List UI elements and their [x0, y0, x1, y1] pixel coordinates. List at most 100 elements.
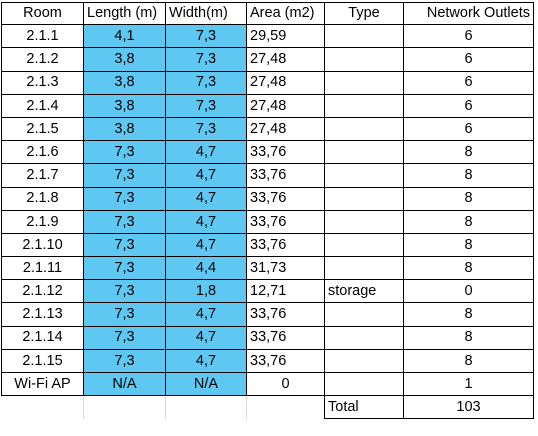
type-cell[interactable] — [325, 187, 404, 211]
area-cell[interactable]: 0 — [247, 373, 325, 397]
length-cell[interactable]: 7,3 — [84, 164, 166, 188]
area-cell[interactable]: 33,76 — [247, 349, 325, 373]
outlets-cell[interactable]: 6 — [404, 117, 534, 142]
type-cell[interactable] — [325, 257, 404, 281]
length-cell[interactable]: 7,3 — [84, 210, 166, 234]
outlets-cell[interactable]: 8 — [404, 187, 534, 211]
width-cell[interactable]: 7,3 — [166, 117, 247, 142]
empty-cell[interactable] — [1, 396, 84, 420]
outlets-cell[interactable]: 8 — [404, 210, 534, 234]
total-value-cell[interactable]: 103 — [404, 396, 534, 420]
area-cell[interactable]: 27,48 — [247, 117, 325, 142]
header-network-outlets[interactable]: Network Outlets — [404, 2, 534, 26]
width-cell[interactable]: 4,4 — [166, 257, 247, 281]
area-cell[interactable]: 33,76 — [247, 303, 325, 327]
area-cell[interactable]: 33,76 — [247, 210, 325, 234]
width-cell[interactable]: 4,7 — [166, 141, 247, 165]
room-cell[interactable]: 2.1.4 — [1, 94, 84, 118]
room-cell[interactable]: 2.1.11 — [1, 257, 84, 281]
empty-cell[interactable] — [247, 396, 325, 420]
outlets-cell[interactable]: 8 — [404, 326, 534, 350]
length-cell[interactable]: 7,3 — [84, 303, 166, 327]
width-cell[interactable]: N/A — [166, 373, 247, 397]
room-cell[interactable]: 2.1.10 — [1, 233, 84, 258]
outlets-cell[interactable]: 8 — [404, 349, 534, 373]
width-cell[interactable]: 4,7 — [166, 326, 247, 350]
width-cell[interactable]: 7,3 — [166, 25, 247, 49]
area-cell[interactable]: 12,71 — [247, 280, 325, 304]
room-cell[interactable]: 2.1.3 — [1, 71, 84, 95]
width-cell[interactable]: 4,7 — [166, 303, 247, 327]
room-cell[interactable]: 2.1.14 — [1, 326, 84, 350]
area-cell[interactable]: 33,76 — [247, 164, 325, 188]
header-width[interactable]: Width(m) — [166, 2, 247, 26]
type-cell[interactable] — [325, 117, 404, 142]
empty-cell[interactable] — [166, 396, 247, 420]
empty-cell[interactable] — [84, 396, 166, 420]
outlets-cell[interactable]: 6 — [404, 48, 534, 72]
length-cell[interactable]: 3,8 — [84, 94, 166, 118]
outlets-cell[interactable]: 8 — [404, 141, 534, 165]
header-area[interactable]: Area (m2) — [247, 2, 325, 26]
room-cell[interactable]: 2.1.15 — [1, 349, 84, 373]
length-cell[interactable]: 7,3 — [84, 280, 166, 304]
width-cell[interactable]: 4,7 — [166, 210, 247, 234]
length-cell[interactable]: 7,3 — [84, 187, 166, 211]
type-cell[interactable] — [325, 210, 404, 234]
header-room[interactable]: Room — [1, 2, 84, 26]
area-cell[interactable]: 29,59 — [247, 25, 325, 49]
room-cell[interactable]: 2.1.8 — [1, 187, 84, 211]
outlets-cell[interactable]: 8 — [404, 257, 534, 281]
room-cell[interactable]: 2.1.9 — [1, 210, 84, 234]
area-cell[interactable]: 27,48 — [247, 48, 325, 72]
type-cell[interactable] — [325, 164, 404, 188]
type-cell[interactable] — [325, 373, 404, 397]
room-cell[interactable]: Wi-Fi AP — [1, 373, 84, 397]
room-cell[interactable]: 2.1.5 — [1, 117, 84, 142]
type-cell[interactable] — [325, 48, 404, 72]
area-cell[interactable]: 33,76 — [247, 233, 325, 258]
room-cell[interactable]: 2.1.6 — [1, 141, 84, 165]
outlets-cell[interactable]: 0 — [404, 280, 534, 304]
type-cell[interactable] — [325, 233, 404, 258]
type-cell[interactable] — [325, 71, 404, 95]
room-cell[interactable]: 2.1.7 — [1, 164, 84, 188]
outlets-cell[interactable]: 6 — [404, 71, 534, 95]
room-cell[interactable]: 2.1.13 — [1, 303, 84, 327]
width-cell[interactable]: 4,7 — [166, 187, 247, 211]
length-cell[interactable]: 4,1 — [84, 25, 166, 49]
type-cell[interactable] — [325, 94, 404, 118]
length-cell[interactable]: 7,3 — [84, 349, 166, 373]
length-cell[interactable]: 3,8 — [84, 117, 166, 142]
outlets-cell[interactable]: 1 — [404, 373, 534, 397]
room-cell[interactable]: 2.1.12 — [1, 280, 84, 304]
type-cell[interactable] — [325, 141, 404, 165]
type-cell[interactable] — [325, 303, 404, 327]
width-cell[interactable]: 4,7 — [166, 164, 247, 188]
area-cell[interactable]: 27,48 — [247, 71, 325, 95]
width-cell[interactable]: 7,3 — [166, 94, 247, 118]
area-cell[interactable]: 33,76 — [247, 187, 325, 211]
outlets-cell[interactable]: 6 — [404, 94, 534, 118]
length-cell[interactable]: 7,3 — [84, 233, 166, 258]
room-cell[interactable]: 2.1.1 — [1, 25, 84, 49]
room-cell[interactable]: 2.1.2 — [1, 48, 84, 72]
outlets-cell[interactable]: 8 — [404, 303, 534, 327]
width-cell[interactable]: 1,8 — [166, 280, 247, 304]
length-cell[interactable]: 7,3 — [84, 326, 166, 350]
type-cell[interactable] — [325, 349, 404, 373]
length-cell[interactable]: N/A — [84, 373, 166, 397]
length-cell[interactable]: 7,3 — [84, 257, 166, 281]
length-cell[interactable]: 7,3 — [84, 141, 166, 165]
total-label-cell[interactable]: Total — [325, 396, 404, 420]
type-cell[interactable]: storage — [325, 280, 404, 304]
width-cell[interactable]: 4,7 — [166, 349, 247, 373]
header-type[interactable]: Type — [325, 2, 404, 26]
outlets-cell[interactable]: 8 — [404, 164, 534, 188]
length-cell[interactable]: 3,8 — [84, 48, 166, 72]
width-cell[interactable]: 7,3 — [166, 71, 247, 95]
width-cell[interactable]: 4,7 — [166, 233, 247, 258]
area-cell[interactable]: 33,76 — [247, 326, 325, 350]
type-cell[interactable] — [325, 25, 404, 49]
width-cell[interactable]: 7,3 — [166, 48, 247, 72]
